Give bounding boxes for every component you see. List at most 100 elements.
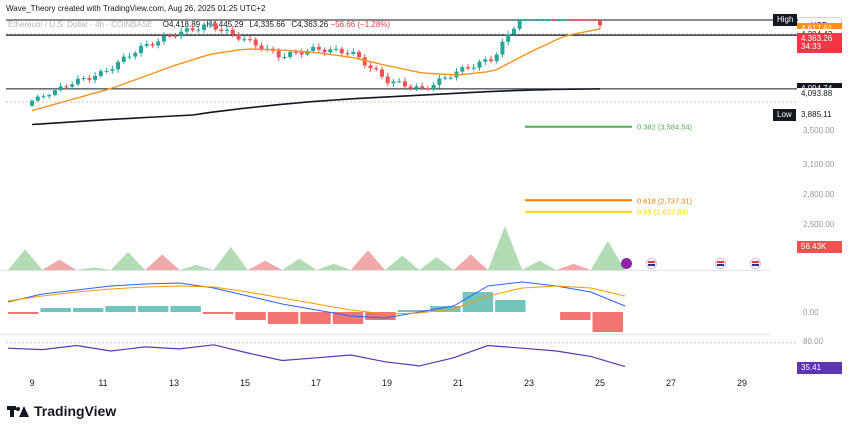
x-tick-label: 29 xyxy=(737,378,747,388)
candle-body xyxy=(534,20,539,21)
candle-body xyxy=(483,59,488,62)
us-flag-event-icon[interactable] xyxy=(750,258,761,269)
x-tick-label: 21 xyxy=(453,378,463,388)
price-label: Low xyxy=(773,109,796,121)
candle-body xyxy=(30,100,34,106)
volume-bar xyxy=(110,251,146,270)
candle-body xyxy=(98,71,103,76)
candle-body xyxy=(385,76,390,84)
candle-body xyxy=(580,20,585,21)
tradingview-logo-text: TradingView xyxy=(34,403,117,419)
candle-body xyxy=(35,96,40,101)
macd-histogram-bar xyxy=(332,312,364,324)
candle-body xyxy=(420,86,425,89)
macd-histogram-bar xyxy=(235,312,266,320)
volume-bar xyxy=(385,255,420,270)
candle-body xyxy=(345,53,350,55)
x-tick-label: 25 xyxy=(595,378,605,388)
macd-histogram-bar xyxy=(202,312,234,314)
candle-body xyxy=(322,49,327,53)
candle-body xyxy=(563,20,568,21)
candle-body xyxy=(316,46,321,50)
candle-body xyxy=(276,50,281,58)
x-tick-label: 17 xyxy=(311,378,321,388)
candle-body xyxy=(173,35,178,37)
candle-body xyxy=(87,78,92,80)
candle-body xyxy=(104,70,109,72)
close-label: C xyxy=(291,20,298,29)
candle-body xyxy=(529,20,534,21)
macd-y-tick-label: 0.00 xyxy=(803,308,819,317)
candle-body xyxy=(225,29,230,31)
rsi-value-label: 35.41 xyxy=(797,362,842,374)
candle-body xyxy=(70,84,75,87)
open-value: 4,418.89 xyxy=(168,20,201,29)
candle-body xyxy=(357,51,362,58)
tradingview-logo[interactable]: TradingView xyxy=(7,403,116,419)
candle-body xyxy=(523,20,528,21)
candle-body xyxy=(500,41,505,55)
symbol-name[interactable]: Ethereum / U.S. Dollar · 4h · COINBASE xyxy=(8,20,153,29)
x-tick-label: 19 xyxy=(382,378,392,388)
volume-bar xyxy=(42,259,77,270)
candle-body xyxy=(236,34,241,40)
volume-bar xyxy=(247,260,283,270)
candle-body xyxy=(368,65,373,69)
volume-bar xyxy=(590,241,625,270)
candle-body xyxy=(93,75,98,80)
candle-body xyxy=(41,96,46,98)
x-tick-label: 11 xyxy=(98,378,107,388)
candle-body xyxy=(156,41,161,46)
fib-level-label: 0.65 (2,622.83) xyxy=(637,208,688,217)
us-flag-event-icon[interactable] xyxy=(646,258,657,269)
candle-body xyxy=(150,44,155,46)
macd-histogram-bar xyxy=(137,306,169,312)
candle-body xyxy=(265,48,270,50)
fib-level-label: 0.618 (2,737.31) xyxy=(637,196,693,205)
us-flag-event-icon[interactable] xyxy=(715,258,726,269)
volume-bar xyxy=(213,246,248,270)
volume-bar xyxy=(8,249,43,270)
pane-divider xyxy=(0,334,770,335)
candle-body xyxy=(569,20,574,21)
events-icon[interactable] xyxy=(621,258,632,269)
candle-body xyxy=(586,20,591,21)
ema50-line xyxy=(31,28,601,112)
macd-histogram-bar xyxy=(72,308,104,312)
candle-body xyxy=(144,44,149,46)
x-tick-label: 23 xyxy=(524,378,534,388)
volume-bar xyxy=(350,250,386,270)
candle-body xyxy=(253,39,258,46)
macd-histogram-bar xyxy=(267,312,299,324)
volume-bar xyxy=(487,226,523,270)
x-tick-label: 13 xyxy=(169,378,179,388)
candle-body xyxy=(270,48,275,51)
candle-body xyxy=(488,59,493,62)
candle-body xyxy=(477,61,482,68)
y-tick-label: 3,100.00 xyxy=(803,160,835,169)
low-value: 4,335.66 xyxy=(253,20,286,29)
macd-histogram-bar xyxy=(365,312,396,320)
candle-body xyxy=(374,68,379,70)
candle-body xyxy=(402,81,407,87)
candle-body xyxy=(288,52,293,57)
candle-body xyxy=(242,39,247,41)
rsi-y-tick-label: 80.00 xyxy=(803,337,824,346)
macd-histogram-bar xyxy=(592,312,623,332)
candle-body xyxy=(58,86,63,91)
macd-histogram-bar xyxy=(495,300,526,312)
low-label: L xyxy=(249,20,254,29)
candle-body xyxy=(557,20,562,21)
candle-body xyxy=(293,52,298,54)
candle-body xyxy=(121,56,126,62)
macd-line xyxy=(7,281,626,319)
x-tick-label: 9 xyxy=(29,378,34,388)
high-label: H xyxy=(206,20,213,29)
candle-body xyxy=(592,20,597,21)
candle-body xyxy=(471,67,476,69)
candle-body xyxy=(517,20,522,29)
macd-signal-line xyxy=(7,285,626,315)
y-tick-label: 2,500.00 xyxy=(803,220,835,229)
volume-bar xyxy=(145,254,180,270)
